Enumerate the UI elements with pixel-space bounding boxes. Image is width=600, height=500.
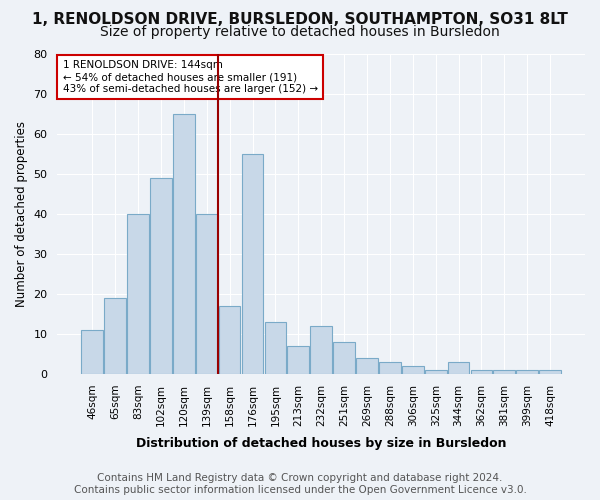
Bar xyxy=(402,366,424,374)
Bar xyxy=(127,214,149,374)
Bar xyxy=(219,306,241,374)
Bar xyxy=(173,114,195,374)
Bar xyxy=(425,370,446,374)
Bar xyxy=(82,330,103,374)
Bar xyxy=(356,358,378,374)
Bar xyxy=(333,342,355,374)
Bar xyxy=(379,362,401,374)
Y-axis label: Number of detached properties: Number of detached properties xyxy=(15,121,28,307)
Bar xyxy=(265,322,286,374)
X-axis label: Distribution of detached houses by size in Bursledon: Distribution of detached houses by size … xyxy=(136,437,506,450)
Text: 1, RENOLDSON DRIVE, BURSLEDON, SOUTHAMPTON, SO31 8LT: 1, RENOLDSON DRIVE, BURSLEDON, SOUTHAMPT… xyxy=(32,12,568,28)
Bar xyxy=(470,370,493,374)
Text: Size of property relative to detached houses in Bursledon: Size of property relative to detached ho… xyxy=(100,25,500,39)
Bar xyxy=(196,214,218,374)
Bar xyxy=(242,154,263,374)
Bar xyxy=(448,362,469,374)
Bar xyxy=(287,346,309,374)
Bar xyxy=(493,370,515,374)
Bar xyxy=(104,298,126,374)
Bar xyxy=(517,370,538,374)
Text: 1 RENOLDSON DRIVE: 144sqm
← 54% of detached houses are smaller (191)
43% of semi: 1 RENOLDSON DRIVE: 144sqm ← 54% of detac… xyxy=(62,60,318,94)
Bar xyxy=(150,178,172,374)
Bar xyxy=(539,370,561,374)
Bar xyxy=(310,326,332,374)
Text: Contains HM Land Registry data © Crown copyright and database right 2024.
Contai: Contains HM Land Registry data © Crown c… xyxy=(74,474,526,495)
